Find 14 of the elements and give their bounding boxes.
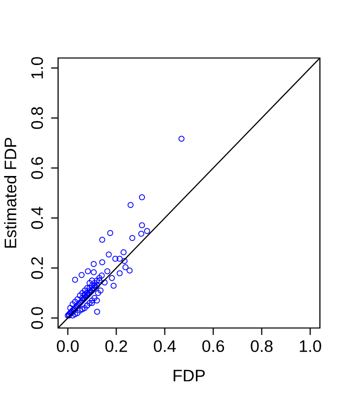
y-axis-title: Estimated FDP [4,138,16,248]
y-tick-label: 0.4 [31,206,43,229]
y-tick-label: 0.0 [31,307,43,329]
y-tick-label: 0.2 [31,257,43,279]
y-tick-label: 1.0 [31,57,43,78]
x-axis-title: FDP [174,370,205,382]
x-tick-label: 0.4 [154,340,176,352]
y-tick-label: 0.8 [31,107,43,129]
y-tick-label: 0.6 [31,157,43,179]
x-tick-label: 0.8 [250,340,273,352]
x-tick-label: 0.0 [56,340,79,352]
x-tick-label: 0.6 [202,340,224,352]
x-tick-label: 1.0 [300,340,322,352]
x-tick-label: 0.2 [105,340,128,352]
